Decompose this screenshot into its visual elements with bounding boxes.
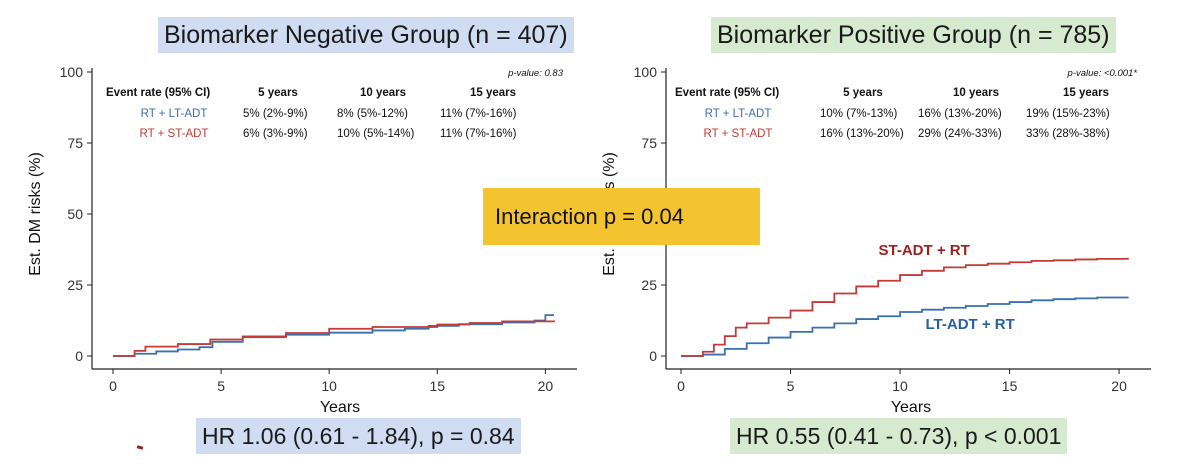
table-cell: 6% (3%-9%) bbox=[243, 128, 308, 140]
y-tick-label: 0 bbox=[649, 348, 657, 364]
y-tick-label: 75 bbox=[641, 135, 657, 151]
table-cell: 8% (5%-12%) bbox=[337, 108, 408, 120]
table-cell: 11% (7%-16%) bbox=[440, 128, 517, 140]
y-tick-label: 100 bbox=[634, 64, 658, 80]
km-curve-series-1 bbox=[681, 257, 1129, 357]
y-tick-label: 75 bbox=[67, 135, 83, 151]
interaction-p-value-callout: Interaction p = 0.04 bbox=[483, 188, 760, 245]
km-curve-series-0 bbox=[113, 314, 555, 357]
table-cell: 10% (7%-13%) bbox=[820, 108, 898, 120]
chart-title: Biomarker Negative Group (n = 407) bbox=[158, 17, 574, 53]
x-tick-label: 0 bbox=[677, 378, 685, 394]
table-header: 5 years bbox=[258, 87, 298, 99]
x-tick-label: 0 bbox=[109, 378, 117, 394]
x-tick-label: 20 bbox=[538, 378, 554, 394]
x-tick-label: 15 bbox=[1002, 378, 1018, 394]
table-header: Event rate (95% CI) bbox=[106, 87, 210, 99]
hazard-ratio-text: HR 1.06 (0.61 - 1.84), p = 0.84 bbox=[196, 418, 521, 454]
x-tick-label: 15 bbox=[429, 378, 445, 394]
p-value-label: p-value: 0.83 bbox=[507, 68, 564, 79]
x-tick-label: 20 bbox=[1111, 378, 1127, 394]
table-row-label: RT + LT-ADT bbox=[141, 108, 208, 120]
x-tick-label: 10 bbox=[321, 378, 337, 394]
y-tick-label: 25 bbox=[67, 277, 83, 293]
p-value-label: p-value: <0.001* bbox=[1067, 68, 1138, 79]
table-cell: 11% (7%-16%) bbox=[440, 108, 517, 120]
table-cell: 16% (13%-20%) bbox=[820, 128, 904, 140]
chart-panel-biomarker-negative: Biomarker Negative Group (n = 407) 0 25 50… bbox=[27, 17, 577, 454]
km-curve-series-0 bbox=[681, 296, 1129, 357]
km-curve-series-1 bbox=[113, 320, 555, 357]
table-row-label: RT + ST-ADT bbox=[704, 128, 773, 140]
table-cell: 10% (5%-14%) bbox=[337, 128, 415, 140]
x-tick-label: 5 bbox=[787, 378, 795, 394]
table-cell: 33% (28%-38%) bbox=[1026, 128, 1110, 140]
table-header: 5 years bbox=[843, 87, 883, 99]
table-cell: 19% (15%-23%) bbox=[1026, 108, 1110, 120]
chart-title: Biomarker Positive Group (n = 785) bbox=[711, 17, 1116, 53]
table-cell: 16% (13%-20%) bbox=[918, 108, 1002, 120]
x-axis-title: Years bbox=[891, 399, 931, 416]
table-cell: 5% (2%-9%) bbox=[243, 108, 308, 120]
hazard-ratio-text: HR 0.55 (0.41 - 0.73), p < 0.001 bbox=[730, 418, 1068, 454]
x-axis-title: Years bbox=[320, 399, 360, 416]
curve-label: LT-ADT + RT bbox=[925, 316, 1014, 333]
x-tick-label: 10 bbox=[892, 378, 908, 394]
table-cell: 29% (24%-33%) bbox=[918, 128, 1002, 140]
y-tick-label: 50 bbox=[67, 206, 83, 222]
curve-label: ST-ADT + RT bbox=[879, 242, 970, 259]
y-tick-label: 100 bbox=[60, 64, 84, 80]
km-plot-biomarker-negative: 0 25 50 75 100 0 5 10 15 20 Years Est. DM risks (%)… bbox=[27, 64, 577, 416]
y-tick-label: 25 bbox=[641, 277, 657, 293]
table-header: 10 years bbox=[360, 87, 406, 99]
table-header: 15 years bbox=[470, 87, 516, 99]
table-header: 15 years bbox=[1063, 87, 1109, 99]
table-row-label: RT + LT-ADT bbox=[705, 108, 772, 120]
table-header: 10 years bbox=[953, 87, 999, 99]
x-tick-label: 5 bbox=[217, 378, 225, 394]
table-header: Event rate (95% CI) bbox=[675, 87, 779, 99]
y-tick-label: 0 bbox=[75, 348, 83, 364]
table-row-label: RT + ST-ADT bbox=[140, 128, 209, 140]
y-axis-title: Est. DM risks (%) bbox=[27, 152, 44, 276]
